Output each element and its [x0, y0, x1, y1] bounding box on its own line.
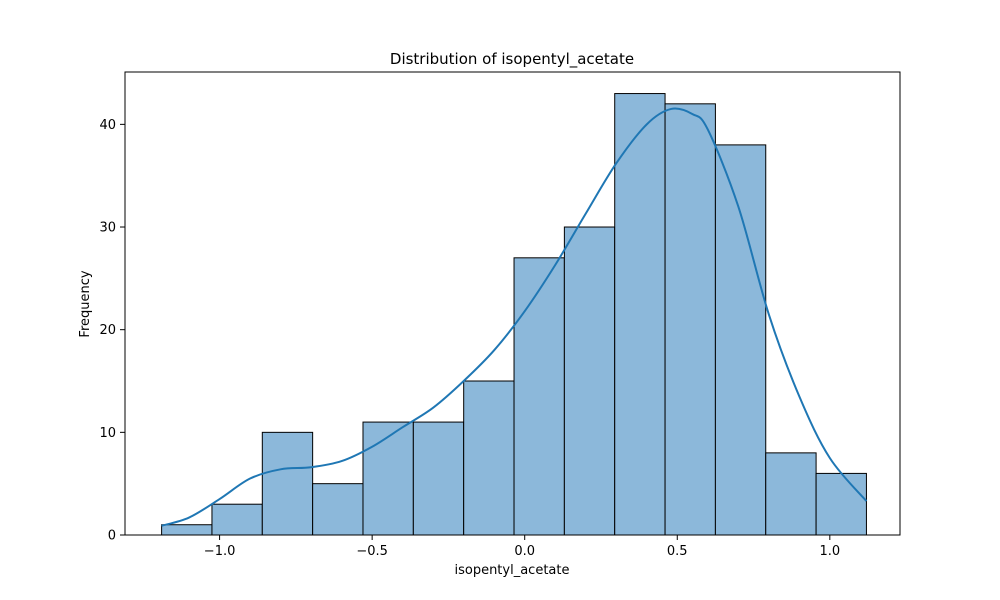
y-tick-label: 20: [99, 323, 116, 338]
histogram-bars: [161, 93, 867, 536]
x-tick-label: −1.0: [204, 544, 236, 559]
histogram-bar: [463, 380, 515, 536]
histogram-bar: [614, 93, 666, 536]
x-tick-label: 0.0: [514, 544, 535, 559]
histogram-bar: [513, 257, 565, 536]
x-tick-label: −0.5: [356, 544, 388, 559]
histogram-bar: [563, 226, 616, 536]
kde-curve: [161, 107, 868, 527]
histogram-bar: [261, 431, 314, 536]
x-axis-ticks: −1.0 −0.5 0.0 0.5 1.0: [204, 535, 840, 559]
y-axis-ticks: 0 10 20 30 40: [99, 118, 125, 544]
y-tick-label: 40: [99, 118, 116, 133]
histogram-bar: [664, 103, 716, 536]
chart-title: Distribution of isopentyl_acetate: [390, 50, 634, 69]
histogram-bar: [312, 483, 364, 536]
x-axis-label: isopentyl_acetate: [454, 563, 569, 578]
histogram-bar: [765, 452, 817, 536]
y-tick-label: 0: [108, 529, 116, 544]
histogram-bar: [211, 503, 263, 536]
histogram-bar: [412, 421, 465, 536]
x-tick-label: 0.5: [667, 544, 688, 559]
x-tick-label: 1.0: [819, 544, 840, 559]
y-tick-label: 30: [99, 221, 116, 236]
y-axis-label: Frequency: [78, 270, 93, 337]
plot-area-frame: [124, 71, 901, 536]
histogram-bar: [161, 524, 213, 536]
y-tick-label: 10: [99, 426, 116, 441]
histogram-bar: [362, 421, 414, 536]
histogram-bar: [714, 144, 767, 536]
histogram-bar: [815, 472, 867, 536]
